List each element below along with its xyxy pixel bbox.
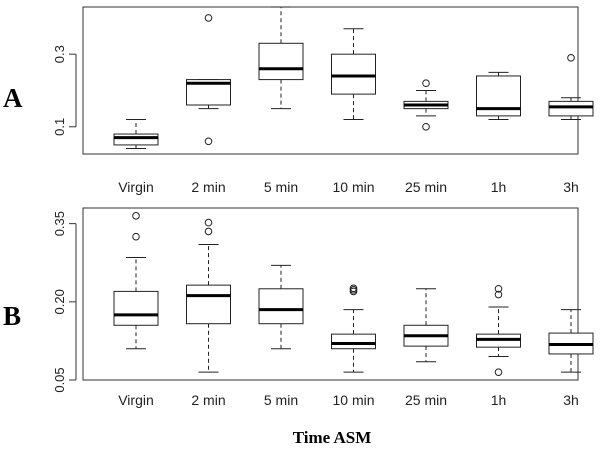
outlier-point (132, 232, 140, 241)
iqr-box (258, 288, 304, 325)
outlier-point (132, 212, 140, 220)
box-3h (548, 309, 594, 373)
box-25-min (403, 288, 449, 363)
outlier-point (494, 290, 503, 299)
box-5-min (258, 6, 304, 110)
box-3h (548, 54, 594, 121)
outlier-point (204, 218, 213, 227)
box-10-min (331, 284, 376, 373)
outlier-point (422, 79, 430, 88)
iqr-box (113, 133, 159, 146)
x-tick-label: Virgin (118, 179, 154, 195)
outlier-point (494, 284, 503, 293)
panel-a-x-axis: Virgin 2 min 5 min 10 min 25 min 1h 3h (118, 179, 579, 195)
panel-a-label: A (3, 83, 23, 113)
panel-b-x-axis: Virgin 2 min 5 min 10 min 25 min 1h 3h (118, 392, 579, 408)
y-tick-label: 0.35 (52, 211, 67, 236)
box-virgin (113, 212, 159, 350)
x-tick-label: 5 min (264, 392, 298, 408)
panel-a-y-axis: 0.1 0.3 (52, 45, 77, 136)
box-2-min (186, 218, 231, 373)
x-axis-title: Time ASM (293, 428, 372, 447)
box-1h (476, 71, 521, 121)
x-tick-label: 2 min (191, 392, 225, 408)
box-1h (476, 284, 521, 376)
iqr-box (186, 284, 231, 325)
x-tick-label: 10 min (332, 392, 374, 408)
box-25-min (403, 79, 449, 131)
outlier-point (422, 122, 430, 131)
box-virgin (113, 119, 159, 150)
x-tick-label: 3h (563, 392, 579, 408)
x-tick-label: 3h (563, 179, 579, 195)
outlier-point (349, 284, 358, 293)
panel-b-label: B (3, 301, 21, 331)
box-2-min (186, 14, 231, 146)
panel-b-y-axis: 0.05 0.20 0.35 (52, 211, 77, 393)
outlier-point (349, 286, 358, 294)
outlier-point (204, 227, 213, 236)
panel-b-boxes (113, 212, 594, 376)
iqr-box (548, 100, 594, 117)
x-tick-label: 25 min (405, 179, 447, 195)
x-tick-label: 2 min (191, 179, 225, 195)
box-5-min (258, 264, 304, 350)
panel-a-frame (82, 6, 579, 155)
y-tick-label: 0.05 (52, 367, 67, 392)
outlier-point (204, 137, 213, 146)
panel-b-frame (82, 207, 579, 381)
iqr-box (113, 290, 159, 326)
x-tick-label: 1h (491, 179, 507, 195)
y-tick-label: 0.1 (52, 118, 67, 136)
iqr-box (331, 333, 376, 350)
panel-a: A 0.1 0.3 Virgin 2 min 5 min 10 min 25 min 1h 3… (3, 6, 594, 195)
outlier-point (494, 368, 503, 376)
box-10-min (331, 28, 376, 121)
y-tick-label: 0.3 (52, 45, 67, 63)
y-tick-label: 0.20 (52, 289, 67, 314)
iqr-box (331, 53, 376, 95)
x-tick-label: 10 min (332, 179, 374, 195)
x-tick-label: 25 min (405, 392, 447, 408)
x-tick-label: 5 min (264, 179, 298, 195)
outlier-point (204, 14, 213, 22)
panel-a-boxes (113, 6, 594, 150)
x-tick-label: 1h (491, 392, 507, 408)
x-tick-label: Virgin (118, 392, 154, 408)
panel-b: B 0.05 0.20 0.35 Virgin 2 min 5 min 10 min 25 … (3, 207, 594, 408)
iqr-box (258, 42, 304, 81)
outlier-point (567, 54, 575, 62)
